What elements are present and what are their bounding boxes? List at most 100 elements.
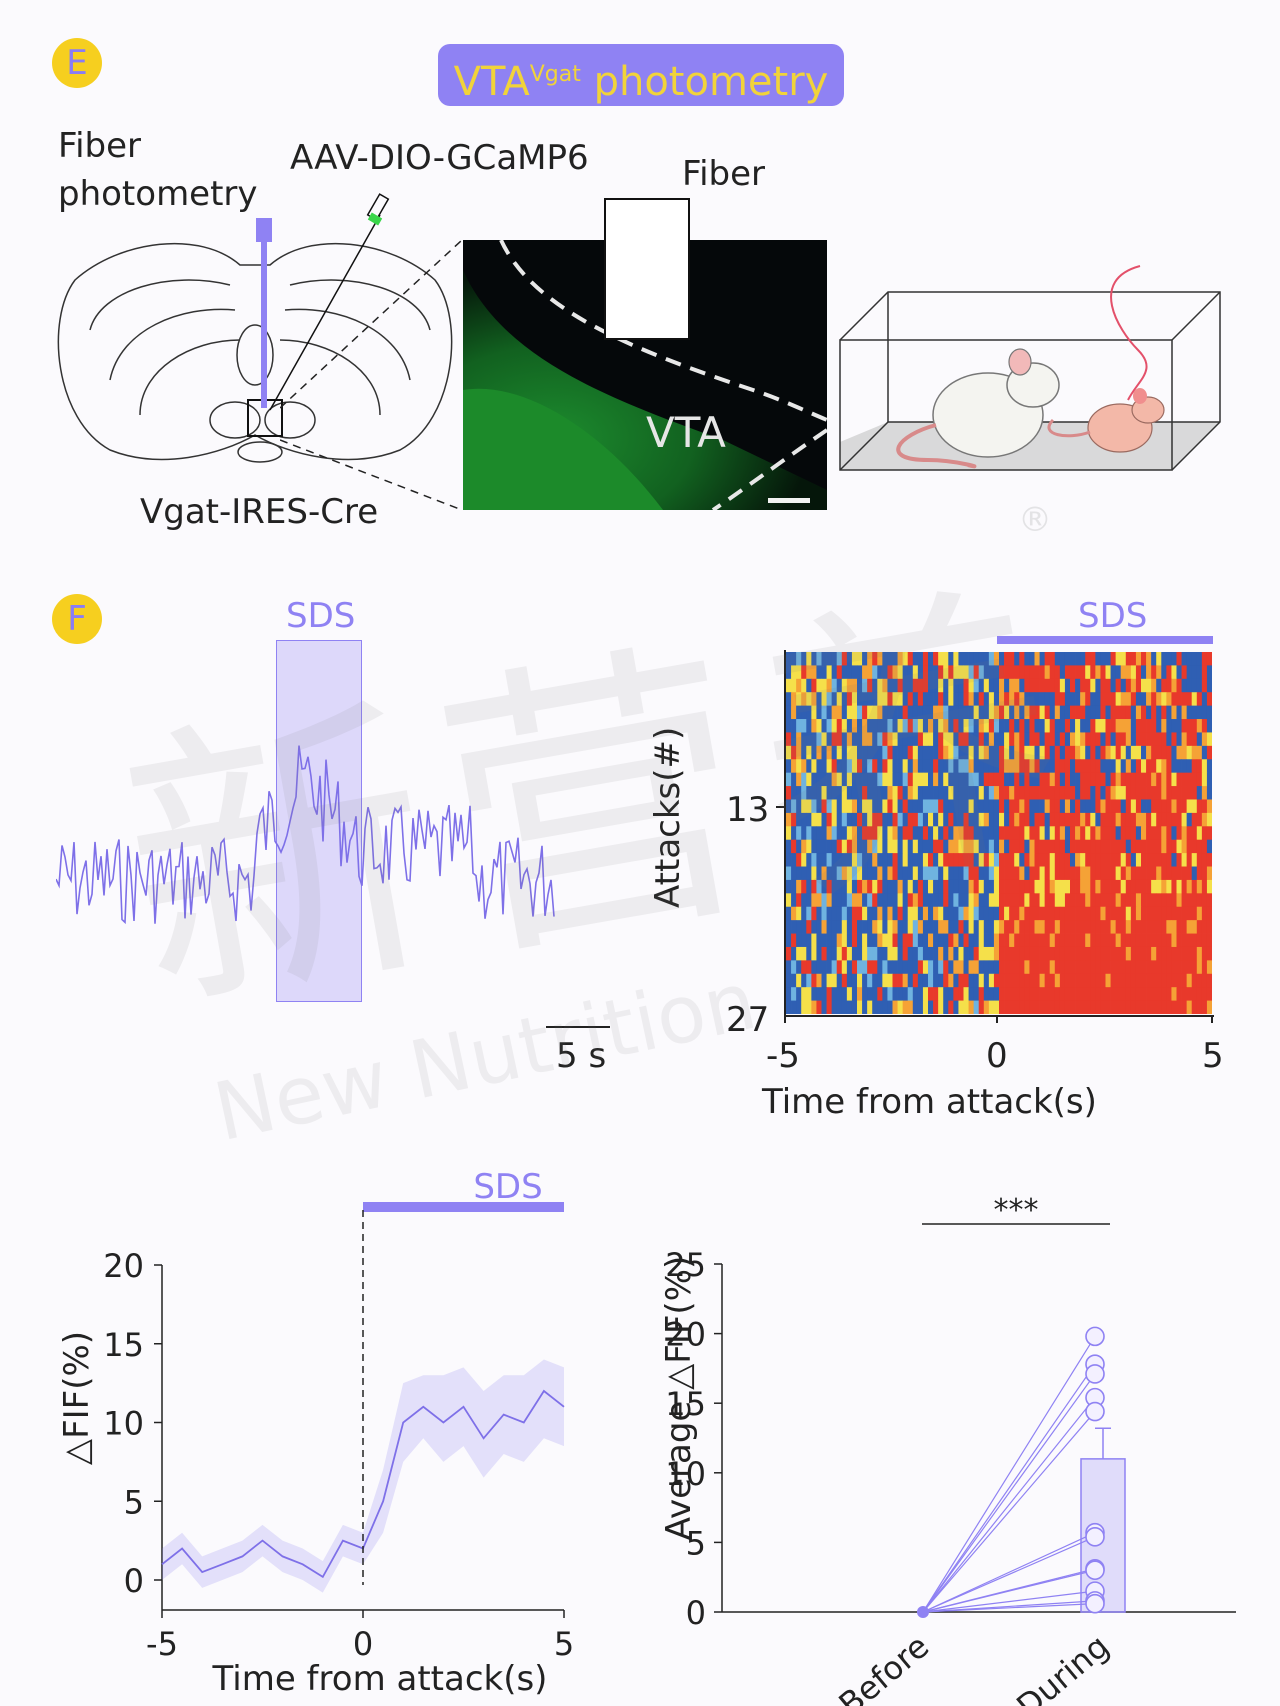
- heatmap-cell: [816, 665, 822, 680]
- heatmap-cell: [912, 906, 919, 921]
- heatmap-cell: [1009, 732, 1015, 747]
- heatmap-cell: [988, 933, 995, 948]
- heatmap-cell: [1135, 705, 1142, 720]
- heatmap-cell: [1166, 812, 1172, 827]
- heatmap-cell: [1115, 759, 1122, 774]
- heatmap-cell: [922, 906, 929, 921]
- heatmap-cell: [1196, 1000, 1203, 1014]
- heatmap-cell: [872, 960, 878, 975]
- heatmap-cell: [958, 812, 964, 827]
- heatmap-cell: [1004, 745, 1010, 760]
- heatmap-cell: [1044, 759, 1051, 774]
- heatmap-cell: [1100, 839, 1106, 854]
- heatmap-cell: [917, 839, 924, 854]
- heatmap-cell: [983, 812, 990, 827]
- heatmap-cell: [786, 1000, 792, 1014]
- heatmap-cell: [831, 893, 838, 908]
- heatmap-cell: [1151, 1000, 1157, 1014]
- heatmap-cell: [1176, 772, 1182, 787]
- heatmap-cell: [1054, 839, 1061, 854]
- heatmap-cell: [1019, 732, 1025, 747]
- heatmap-cell: [1156, 933, 1162, 948]
- heatmap-cell: [912, 853, 919, 867]
- heatmap-cell: [811, 772, 817, 787]
- heatmap-cell: [821, 866, 827, 881]
- heatmap-cell: [988, 946, 995, 961]
- heatmap-cell: [857, 973, 863, 988]
- heatmap-cell: [907, 906, 914, 921]
- heatmap-cell: [806, 1000, 812, 1014]
- heatmap-cell: [1070, 933, 1076, 948]
- heatmap-cell: [912, 960, 919, 975]
- heatmap-cell: [1191, 745, 1198, 760]
- heatmap-cell: [948, 839, 954, 854]
- heatmap-cell: [1105, 772, 1111, 787]
- heatmap-cell: [948, 745, 954, 760]
- resident-mouse-icon: [896, 348, 1060, 469]
- heatmap-cell: [1201, 987, 1208, 1001]
- heatmap-cell: [796, 960, 802, 975]
- heatmap-cell: [983, 652, 990, 666]
- heatmap-cell: [912, 786, 919, 800]
- heatmap-cell: [806, 652, 812, 666]
- heatmap-cell: [791, 893, 797, 908]
- heatmap-cell: [811, 692, 817, 707]
- heatmap-cell: [1171, 1000, 1177, 1014]
- heatmap-cell: [1059, 853, 1066, 867]
- heatmap-cell: [882, 920, 888, 934]
- heatmap-cell: [1191, 678, 1198, 693]
- heatmap-cell: [862, 973, 868, 988]
- heatmap-cell: [892, 946, 898, 961]
- heatmap-cell: [1105, 853, 1111, 867]
- heatmap-cell: [1085, 853, 1091, 867]
- heatmap-cell: [846, 826, 853, 841]
- heatmap-cell: [796, 745, 802, 760]
- heatmap-cell: [1100, 920, 1106, 934]
- heatmap-cell: [1156, 853, 1162, 867]
- bar-ylabel: Average △FIF(%): [659, 1256, 699, 1541]
- heatmap-cell: [1181, 920, 1188, 934]
- heatmap-cell: [1004, 987, 1010, 1001]
- heatmap-cell: [882, 786, 888, 800]
- heatmap-cell: [1206, 906, 1212, 921]
- panel-e-badge: E: [52, 38, 102, 88]
- heatmap-cell: [867, 826, 873, 841]
- heatmap-cell: [801, 1000, 807, 1014]
- during-point: [1085, 1527, 1105, 1547]
- heatmap-cell: [968, 946, 975, 961]
- heatmap-cell: [938, 812, 944, 827]
- heatmap-cell: [1059, 866, 1066, 881]
- heatmap-cell: [1176, 973, 1182, 988]
- heatmap-cell: [1070, 665, 1076, 680]
- heatmap-cell: [1201, 705, 1208, 720]
- heatmap-cell: [867, 652, 873, 666]
- heatmap-cell: [826, 745, 833, 760]
- heatmap-cell: [862, 987, 868, 1001]
- heatmap-cell: [796, 719, 802, 733]
- paired-line: [922, 1536, 1096, 1613]
- heatmap-cell: [1156, 987, 1162, 1001]
- mean-trace-xlabel: Time from attack(s): [212, 1659, 548, 1699]
- heatmap-cell: [796, 799, 802, 814]
- heatmap-cell: [1044, 812, 1051, 827]
- heatmap-cell: [973, 1000, 980, 1014]
- heatmap-cell: [867, 745, 873, 760]
- heatmap-cell: [1186, 652, 1193, 666]
- heatmap-cell: [968, 665, 975, 680]
- heatmap-cell: [1049, 839, 1056, 854]
- heatmap-cell: [1014, 799, 1020, 814]
- heatmap-cell: [1064, 678, 1071, 693]
- heatmap-cell: [892, 705, 898, 720]
- heatmap-cell: [801, 853, 807, 867]
- heatmap-ytick-27: 27: [726, 1000, 770, 1040]
- heatmap-cell: [791, 946, 797, 961]
- heatmap-cell: [933, 692, 939, 707]
- heatmap-cell: [862, 826, 868, 841]
- heatmap-cell: [1146, 678, 1152, 693]
- paired-line: [922, 1603, 1096, 1613]
- heatmap-cell: [1181, 866, 1188, 881]
- heatmap-cell: [933, 960, 939, 975]
- heatmap-cell: [968, 786, 975, 800]
- heatmap-cell: [1120, 652, 1127, 666]
- heatmap-cell: [892, 786, 898, 800]
